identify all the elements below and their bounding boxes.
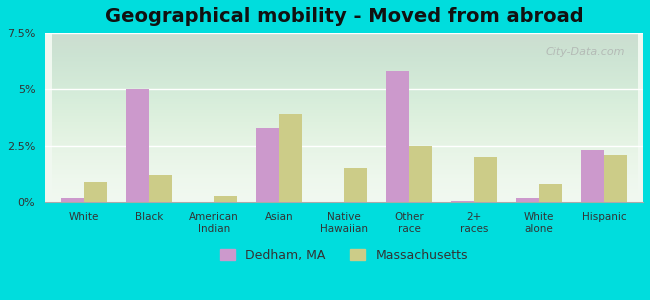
Bar	[604, 155, 627, 202]
Bar	[539, 184, 562, 202]
Bar	[126, 89, 149, 202]
Bar	[279, 114, 302, 202]
Bar	[581, 150, 604, 202]
Bar	[386, 71, 409, 202]
Text: City-Data.com: City-Data.com	[545, 46, 625, 57]
Bar	[474, 157, 497, 202]
Bar	[84, 182, 107, 202]
Bar	[256, 128, 279, 202]
Title: Geographical mobility - Moved from abroad: Geographical mobility - Moved from abroa…	[105, 7, 583, 26]
Bar	[409, 146, 432, 202]
Bar	[344, 168, 367, 202]
Bar	[451, 201, 474, 202]
Legend: Dedham, MA, Massachusetts: Dedham, MA, Massachusetts	[215, 244, 473, 267]
Bar	[214, 196, 237, 202]
Bar	[149, 175, 172, 202]
Bar	[61, 198, 84, 202]
Bar	[516, 198, 539, 202]
